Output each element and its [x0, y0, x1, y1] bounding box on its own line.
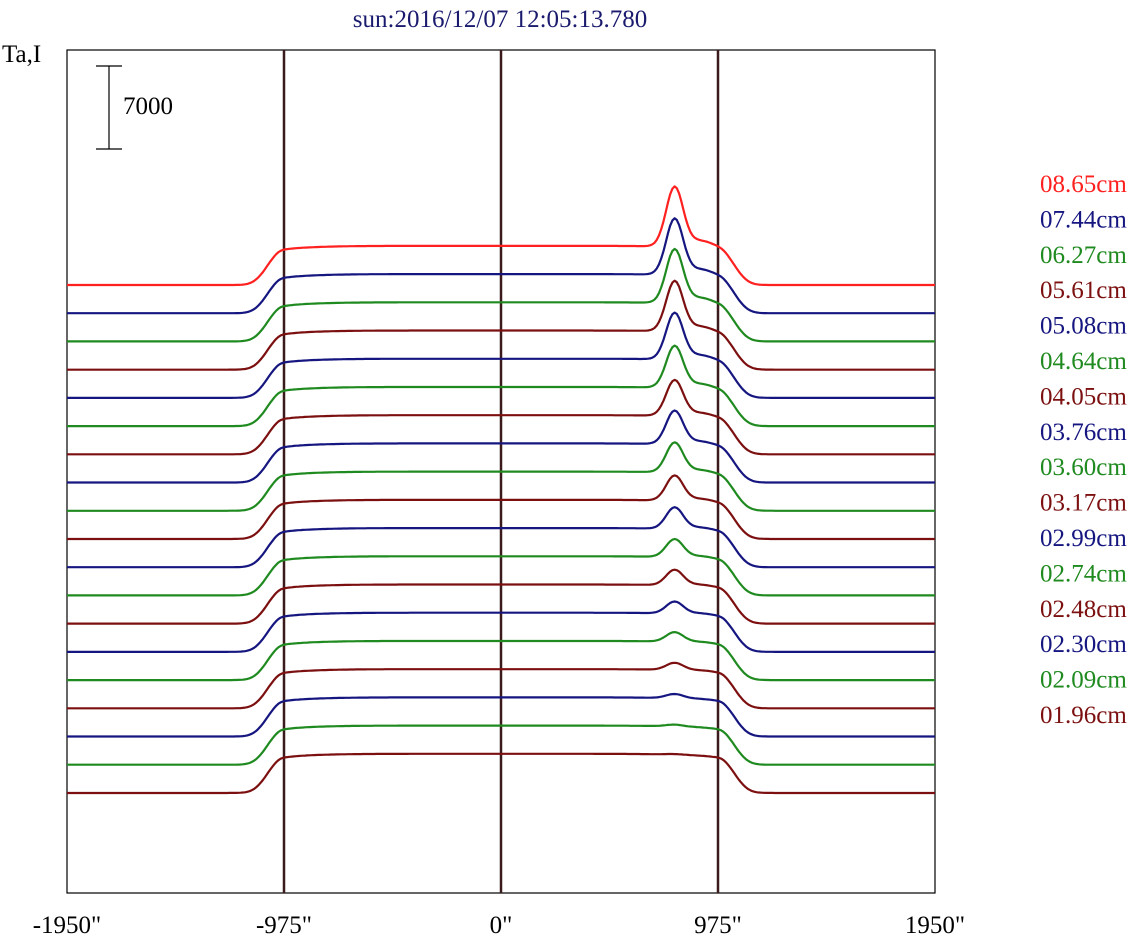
series-trace-1 — [67, 217, 935, 315]
legend-entry-6: 04.05cm — [1040, 383, 1127, 410]
series-trace-0 — [67, 185, 935, 287]
series-trace-9 — [67, 474, 935, 541]
series-trace-10 — [67, 506, 935, 569]
legend-entry-9: 03.17cm — [1040, 490, 1127, 517]
x-tick-labels: -1950" -975" 0" 975" 1950" — [33, 912, 965, 939]
legend-entry-1: 07.44cm — [1040, 206, 1127, 233]
legend: 08.65cm 07.44cm 06.27cm 05.61cm 05.08cm 04.64… — [1040, 171, 1127, 729]
legend-entry-7: 03.76cm — [1040, 419, 1127, 446]
series-trace-8 — [67, 441, 935, 512]
series-trace-11 — [67, 537, 935, 597]
scale-bar: 7000 — [96, 65, 173, 150]
series-trace-13 — [67, 600, 935, 653]
x-tick-label-1: -975" — [256, 912, 312, 939]
legend-entry-15: 01.96cm — [1040, 702, 1127, 729]
series-trace-12 — [67, 568, 935, 625]
series-trace-5 — [67, 344, 935, 428]
legend-entry-13: 02.30cm — [1040, 631, 1127, 658]
x-tick-label-4: 1950" — [905, 912, 965, 939]
scale-bar-label: 7000 — [123, 93, 173, 120]
series-trace-15 — [67, 661, 935, 710]
x-tick-label-3: 975" — [694, 912, 742, 939]
series-trace-3 — [67, 279, 935, 371]
legend-entry-0: 08.65cm — [1040, 171, 1127, 198]
legend-entry-14: 02.09cm — [1040, 667, 1127, 694]
x-tick-label-0: -1950" — [33, 912, 102, 939]
legend-entry-12: 02.48cm — [1040, 596, 1127, 623]
legend-entry-3: 05.61cm — [1040, 277, 1127, 304]
series-trace-14 — [67, 631, 935, 682]
series-trace-4 — [67, 311, 935, 399]
series-trace-16 — [67, 692, 935, 738]
series-trace-6 — [67, 378, 935, 456]
legend-entry-8: 03.60cm — [1040, 454, 1127, 481]
series-trace-18 — [67, 752, 935, 795]
legend-entry-10: 02.99cm — [1040, 525, 1127, 552]
legend-entry-2: 06.27cm — [1040, 242, 1127, 269]
chart-title: sun:2016/12/07 12:05:13.780 — [353, 6, 647, 33]
y-axis-label: Ta,I — [2, 41, 41, 68]
legend-entry-4: 05.08cm — [1040, 313, 1127, 340]
x-tick-label-2: 0" — [490, 912, 513, 939]
series-trace-2 — [67, 247, 935, 343]
series-trace-7 — [67, 409, 935, 484]
legend-entry-5: 04.64cm — [1040, 348, 1127, 375]
legend-entry-11: 02.74cm — [1040, 560, 1127, 587]
series-traces — [67, 185, 935, 795]
series-trace-17 — [67, 723, 935, 766]
